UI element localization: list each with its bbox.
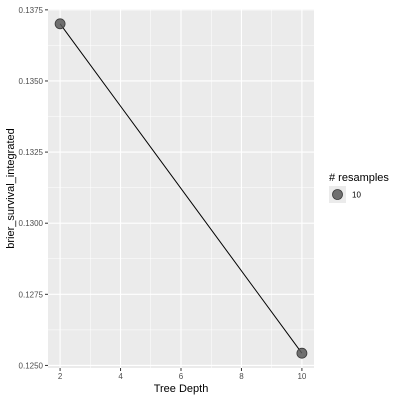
y-tick-label: 0.1350: [19, 77, 44, 86]
legend-entry-label: 10: [352, 191, 361, 200]
y-tick-label: 0.1275: [19, 290, 44, 299]
x-axis: 2 4 6 8 10: [58, 368, 307, 381]
x-tick-label: 4: [118, 372, 123, 381]
legend-title: # resamples: [329, 172, 389, 184]
y-axis-title: brier_survival_integrated: [5, 128, 17, 248]
series-layer: [54, 18, 308, 359]
x-tick-label: 10: [297, 372, 306, 381]
legend: # resamples 10: [329, 172, 389, 203]
x-axis-title: Tree Depth: [154, 383, 209, 395]
y-axis: 0.1250 0.1275 0.1300 0.1325 0.1350 0.1375: [19, 6, 48, 370]
data-point: [296, 347, 308, 359]
series-line: [59, 23, 303, 354]
x-tick-label: 2: [58, 372, 63, 381]
y-tick-label: 0.1300: [19, 219, 44, 228]
x-tick-label: 6: [179, 372, 184, 381]
legend-point-marker: [332, 189, 343, 200]
major-gridlines: [48, 9, 314, 368]
y-tick-label: 0.1325: [19, 148, 44, 157]
x-tick-label: 8: [239, 372, 244, 381]
y-tick-label: 0.1375: [19, 6, 44, 15]
data-point: [54, 18, 66, 30]
y-tick-label: 0.1250: [19, 361, 44, 370]
